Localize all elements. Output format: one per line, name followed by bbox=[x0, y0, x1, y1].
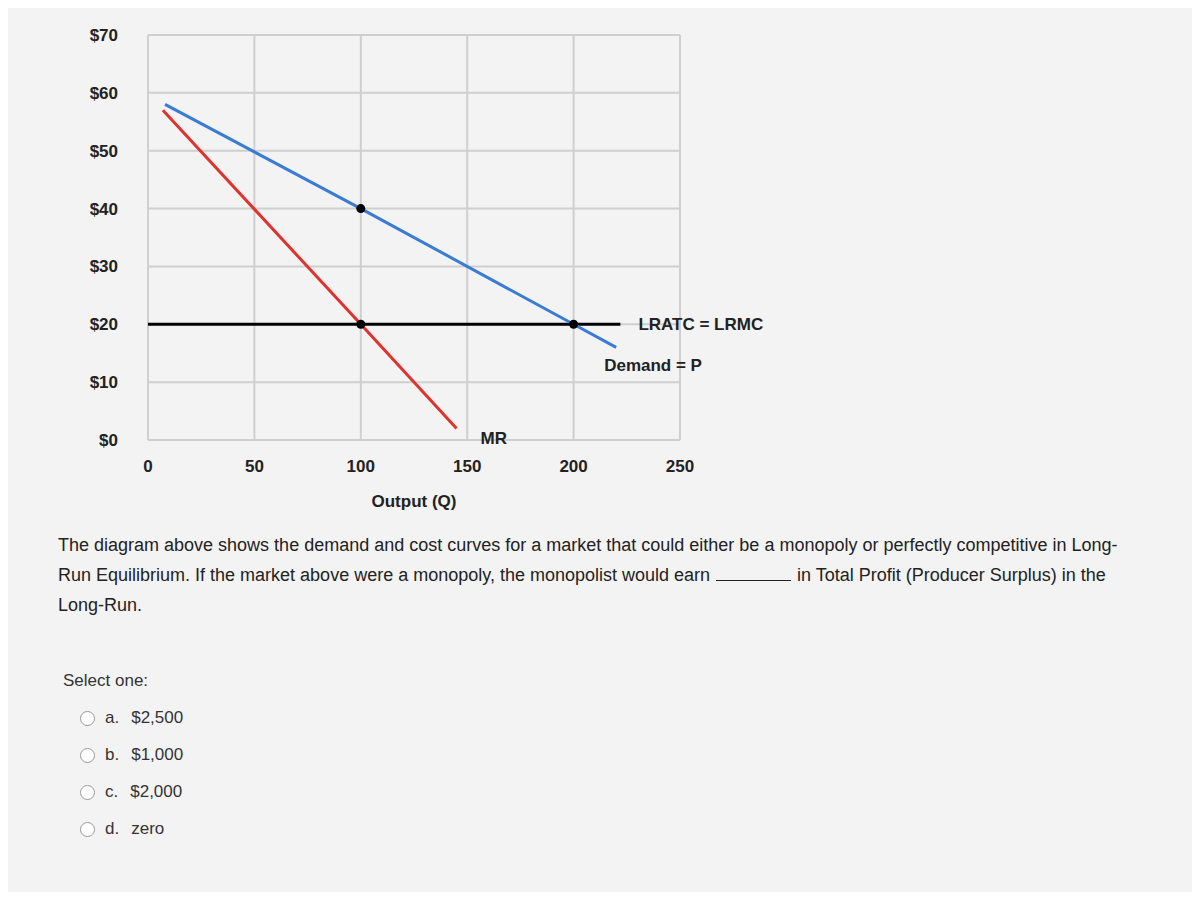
html-text:$2,000: $2,000 bbox=[130, 782, 183, 801]
html-text:c.: c. bbox=[105, 782, 119, 801]
svg-text:Output (Q): Output (Q) bbox=[372, 492, 457, 511]
svg-text:100: 100 bbox=[347, 457, 375, 476]
svg-text:$40: $40 bbox=[90, 200, 118, 219]
svg-text:LRATC = LRMC: LRATC = LRMC bbox=[638, 315, 763, 334]
svg-text:250: 250 bbox=[666, 457, 694, 476]
svg-text:$0: $0 bbox=[99, 431, 118, 450]
svg-text:$70: $70 bbox=[90, 26, 118, 45]
svg-text:0: 0 bbox=[143, 457, 152, 476]
svg-text:$10: $10 bbox=[90, 373, 118, 392]
svg-text:$50: $50 bbox=[90, 142, 118, 161]
svg-text:50: 50 bbox=[245, 457, 264, 476]
svg-text:$30: $30 bbox=[90, 257, 118, 276]
html-text:d.: d. bbox=[105, 819, 120, 838]
svg-text:$60: $60 bbox=[90, 84, 118, 103]
svg-text:$20: $20 bbox=[90, 315, 118, 334]
html-text:The diagram above shows the de: The diagram above shows the demand and c… bbox=[58, 535, 1118, 585]
html-text:b.: b. bbox=[105, 745, 120, 764]
html-text:zero: zero bbox=[131, 819, 165, 838]
html-text:in Total Profit (Producer Surp: in Total Profit (Producer Surplus) in th… bbox=[58, 565, 1106, 615]
html-text:Select one:: Select one: bbox=[63, 671, 149, 690]
html-text:$1,000: $1,000 bbox=[131, 745, 184, 764]
svg-text:200: 200 bbox=[559, 457, 587, 476]
svg-text:150: 150 bbox=[453, 457, 481, 476]
html-text:$2,500: $2,500 bbox=[131, 708, 184, 727]
svg-text:MR: MR bbox=[481, 429, 507, 448]
html-text:a.: a. bbox=[105, 708, 120, 727]
svg-text:Demand = P: Demand = P bbox=[604, 356, 702, 375]
